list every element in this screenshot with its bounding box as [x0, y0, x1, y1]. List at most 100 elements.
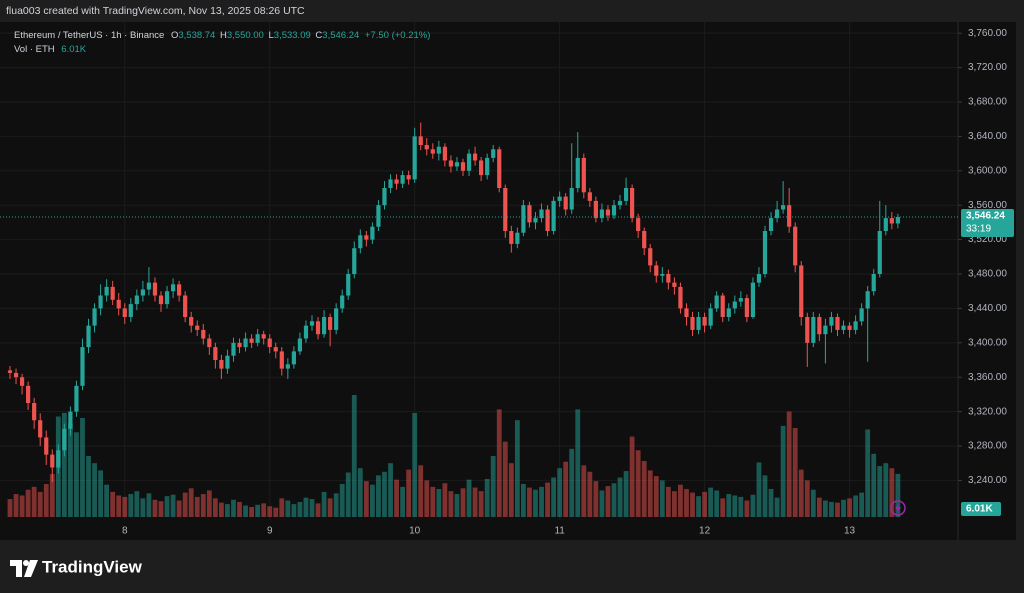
candle-body	[853, 321, 858, 330]
volume-bar	[744, 500, 750, 517]
candle-body	[835, 317, 840, 330]
candle-body	[86, 325, 91, 348]
candle-body	[74, 385, 79, 412]
volume-bar	[442, 483, 448, 517]
candle-body	[177, 284, 182, 296]
volume-bar	[514, 420, 520, 517]
volume-bar	[182, 492, 188, 517]
y-tick-label: 3,280.00	[968, 441, 1007, 452]
volume-bar	[593, 481, 599, 517]
last-price-box	[961, 209, 1014, 238]
candle-body	[774, 209, 780, 219]
candle-body	[303, 325, 309, 339]
candle-body	[509, 231, 514, 244]
volume-bar	[176, 500, 182, 517]
candle-body	[219, 360, 224, 369]
ohlc-value: 3,533.09	[274, 30, 311, 41]
countdown: 33:19	[966, 224, 991, 235]
volume-bar	[188, 488, 194, 517]
volume-bar	[212, 498, 218, 517]
volume-bar	[460, 488, 466, 517]
volume-bar	[545, 482, 550, 517]
volume-bar	[484, 478, 490, 517]
volume-title: Vol · ETH	[14, 44, 55, 55]
logo-dot	[23, 560, 29, 566]
volume-label-box	[961, 502, 1001, 516]
candle-body	[521, 205, 526, 233]
candle-body	[436, 146, 441, 154]
candle-body	[158, 295, 164, 305]
candle-body	[515, 232, 520, 244]
candle-body	[678, 286, 683, 309]
volume-bar	[303, 497, 309, 517]
candle-body	[491, 149, 496, 158]
volume-bar	[363, 481, 369, 517]
volume-bar	[255, 504, 261, 517]
volume-bar	[237, 501, 242, 517]
volume-bar	[104, 484, 110, 517]
x-tick-label: 9	[267, 526, 273, 537]
volume-bar	[273, 507, 279, 517]
volume-bar	[122, 496, 128, 517]
candle-body	[394, 179, 399, 184]
candle-body	[805, 317, 810, 343]
volume-bar	[279, 498, 285, 517]
candle-body	[412, 136, 417, 180]
candle-body	[460, 162, 466, 171]
candle-body	[883, 218, 888, 232]
x-tick-label: 12	[699, 526, 711, 537]
volume-bar	[194, 496, 200, 517]
candle-body	[418, 136, 423, 145]
candle-body	[7, 370, 13, 373]
volume-bar	[774, 497, 780, 517]
y-tick-label: 3,440.00	[968, 303, 1007, 314]
candle-body	[364, 235, 369, 240]
candle-body	[527, 205, 532, 223]
candle-body	[189, 317, 194, 326]
candle-body	[605, 209, 611, 216]
candle-body	[261, 334, 266, 339]
candle-body	[756, 274, 762, 283]
candle-body	[68, 411, 73, 429]
candle-body	[321, 317, 327, 335]
y-tick-label: 3,400.00	[968, 337, 1007, 348]
y-tick-label: 3,480.00	[968, 269, 1007, 280]
candle-body	[497, 149, 502, 188]
candle-body	[563, 196, 568, 210]
volume-bar	[539, 486, 544, 517]
volume-bar	[412, 412, 418, 517]
volume-pane	[7, 395, 901, 517]
candle-body	[249, 338, 254, 343]
candle-body	[195, 325, 200, 330]
volume-bar	[170, 494, 176, 517]
volume-bar	[225, 504, 230, 517]
volume-bar	[847, 498, 852, 517]
candle-body	[642, 231, 647, 249]
volume-bar	[25, 489, 31, 517]
candle-body	[297, 338, 303, 352]
candle-body	[134, 295, 139, 305]
volume-bar	[261, 503, 267, 517]
volume-bar	[835, 502, 840, 517]
candle-body	[424, 144, 429, 150]
volume-bar	[92, 463, 97, 517]
volume-bar	[557, 468, 563, 517]
volume-bar	[720, 498, 726, 517]
candle-body	[811, 317, 816, 343]
alert-icon[interactable]	[890, 500, 906, 516]
candle-body	[762, 231, 768, 275]
volume-bar	[74, 432, 79, 517]
volume-bar	[466, 479, 472, 517]
volume-bar	[889, 468, 895, 517]
candle-body	[13, 372, 19, 378]
candle-body	[56, 450, 61, 468]
y-tick-label: 3,640.00	[968, 131, 1007, 142]
x-tick-label: 11	[554, 526, 565, 537]
brand-logo	[10, 560, 38, 577]
volume-bar	[49, 473, 55, 517]
candle-body	[62, 428, 67, 451]
candle-body	[617, 200, 623, 206]
volume-bar	[68, 423, 73, 517]
volume-bar	[647, 470, 653, 517]
volume-bar	[158, 501, 164, 517]
